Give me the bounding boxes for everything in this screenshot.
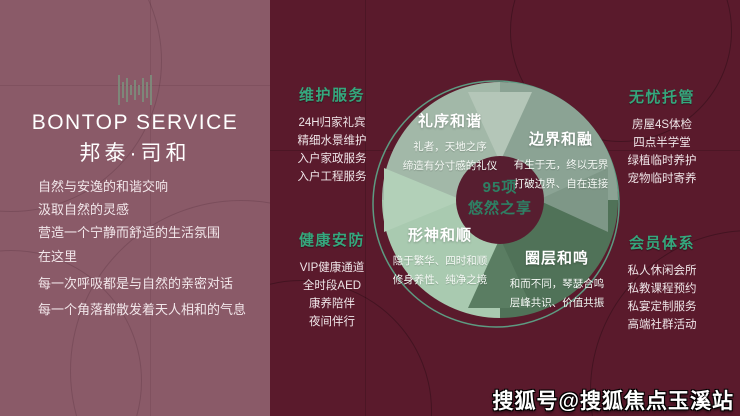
service-item: VIP健康通道 — [299, 262, 365, 274]
service-item: 精细水景维护 — [297, 135, 367, 147]
quadrant-body-mind: 形神和顺 隐于繁华、四时和顺 修身养性、纯净之境 — [370, 224, 510, 290]
service-item: 入户家政服务 — [297, 153, 367, 165]
quadrant-title: 礼序和谐 — [417, 113, 482, 130]
intro-paragraph-2: 在这里 每一次呼吸都是与自然的亲密对话 每一个角落都散发着天人相和的气息 — [38, 244, 246, 324]
intro-line: 营造一个宁静而舒适的生活氛围 — [38, 225, 221, 240]
service-column-trusteeship: 无忧托管 房屋4S体检 四点半学堂 绿植临时养护 宠物临时寄养 — [612, 86, 712, 188]
intro-line: 每一个角落都散发着天人相和的气息 — [38, 302, 247, 317]
quadrant-line: 打破边界、自在连接 — [513, 178, 609, 190]
service-item: 宠物临时寄养 — [627, 173, 697, 185]
cycle-diagram: 礼序和谐 礼者，天地之序 缔造有分寸感的礼仪 边界和融 有生于无，终以无界 打破… — [370, 70, 630, 330]
service-item: 四点半学堂 — [633, 137, 691, 149]
service-item: 绿植临时养护 — [627, 155, 697, 167]
quadrant-ritual-harmony: 礼序和谐 礼者，天地之序 缔造有分寸感的礼仪 — [380, 110, 520, 176]
quadrant-boundary-fusion: 边界和融 有生于无，终以无界 打破边界、自在连接 — [492, 128, 630, 194]
service-title: 健康安防 — [298, 232, 365, 249]
brand-title-cn: 邦泰·司和 — [79, 142, 191, 165]
service-item: 私宴定制服务 — [627, 301, 697, 313]
intro-line: 每一次呼吸都是与自然的亲密对话 — [38, 275, 234, 291]
intro-line: 在这里 — [38, 249, 78, 264]
quadrant-title: 边界和融 — [528, 131, 593, 148]
center-slogan: 悠然之享 — [467, 200, 532, 217]
service-column-health: 健康安防 VIP健康通道 全时段AED 康养陪伴 夜间伴行 — [284, 229, 380, 331]
intro-line: 汲取自然的灵感 — [38, 202, 130, 217]
service-item: 私教课程预约 — [627, 283, 697, 295]
waveform-bars-icon — [0, 72, 270, 108]
diagram-center-label: 95项 悠然之享 — [435, 177, 565, 219]
intro-paragraph-1: 自然与安逸的和谐交响 汲取自然的灵感 营造一个宁静而舒适的生活氛围 — [38, 175, 220, 244]
brand-title-en: BONTOP SERVICE — [31, 111, 239, 134]
service-item: 全时段AED — [302, 280, 362, 292]
service-item: 高端社群活动 — [627, 319, 697, 331]
quadrant-line: 修身养性、纯净之境 — [392, 274, 488, 286]
intro-line: 自然与安逸的和谐交响 — [38, 179, 169, 194]
quadrant-social-circle: 圈层和鸣 和而不同，琴瑟合鸣 层峰共识、价值共振 — [484, 247, 630, 313]
left-intro-panel: BONTOP SERVICE 邦泰·司和 自然与安逸的和谐交响 汲取自然的灵感 … — [0, 0, 270, 416]
service-column-maintenance: 维护服务 24H归家礼宾 精细水景维护 入户家政服务 入户工程服务 — [284, 84, 380, 186]
service-item: 私人休闲会所 — [627, 265, 697, 277]
decorative-line — [365, 0, 366, 416]
quadrant-line: 隐于繁华、四时和顺 — [392, 255, 488, 267]
quadrant-line: 有生于无，终以无界 — [513, 159, 609, 171]
service-title: 无忧托管 — [628, 89, 695, 106]
quadrant-line: 缔造有分寸感的礼仪 — [402, 160, 498, 172]
service-column-membership: 会员体系 私人休闲会所 私教课程预约 私宴定制服务 高端社群活动 — [612, 232, 712, 334]
service-item: 入户工程服务 — [297, 171, 367, 183]
service-title: 维护服务 — [298, 87, 365, 104]
service-item: 康养陪伴 — [309, 298, 355, 310]
quadrant-title: 圈层和鸣 — [524, 250, 589, 267]
cycle-diagram-graphic — [372, 80, 620, 328]
service-item: 24H归家礼宾 — [298, 117, 366, 129]
service-item: 夜间伴行 — [309, 316, 355, 328]
watermark: 搜狐号@搜狐焦点玉溪站 — [492, 390, 734, 413]
quadrant-line: 礼者，天地之序 — [413, 141, 487, 153]
quadrant-line: 层峰共识、价值共振 — [509, 297, 605, 309]
service-item: 房屋4S体检 — [631, 119, 693, 131]
quadrant-line: 和而不同，琴瑟合鸣 — [509, 278, 605, 290]
service-title: 会员体系 — [628, 235, 695, 252]
quadrant-title: 形神和顺 — [407, 227, 472, 244]
center-count: 95项 — [482, 179, 518, 196]
